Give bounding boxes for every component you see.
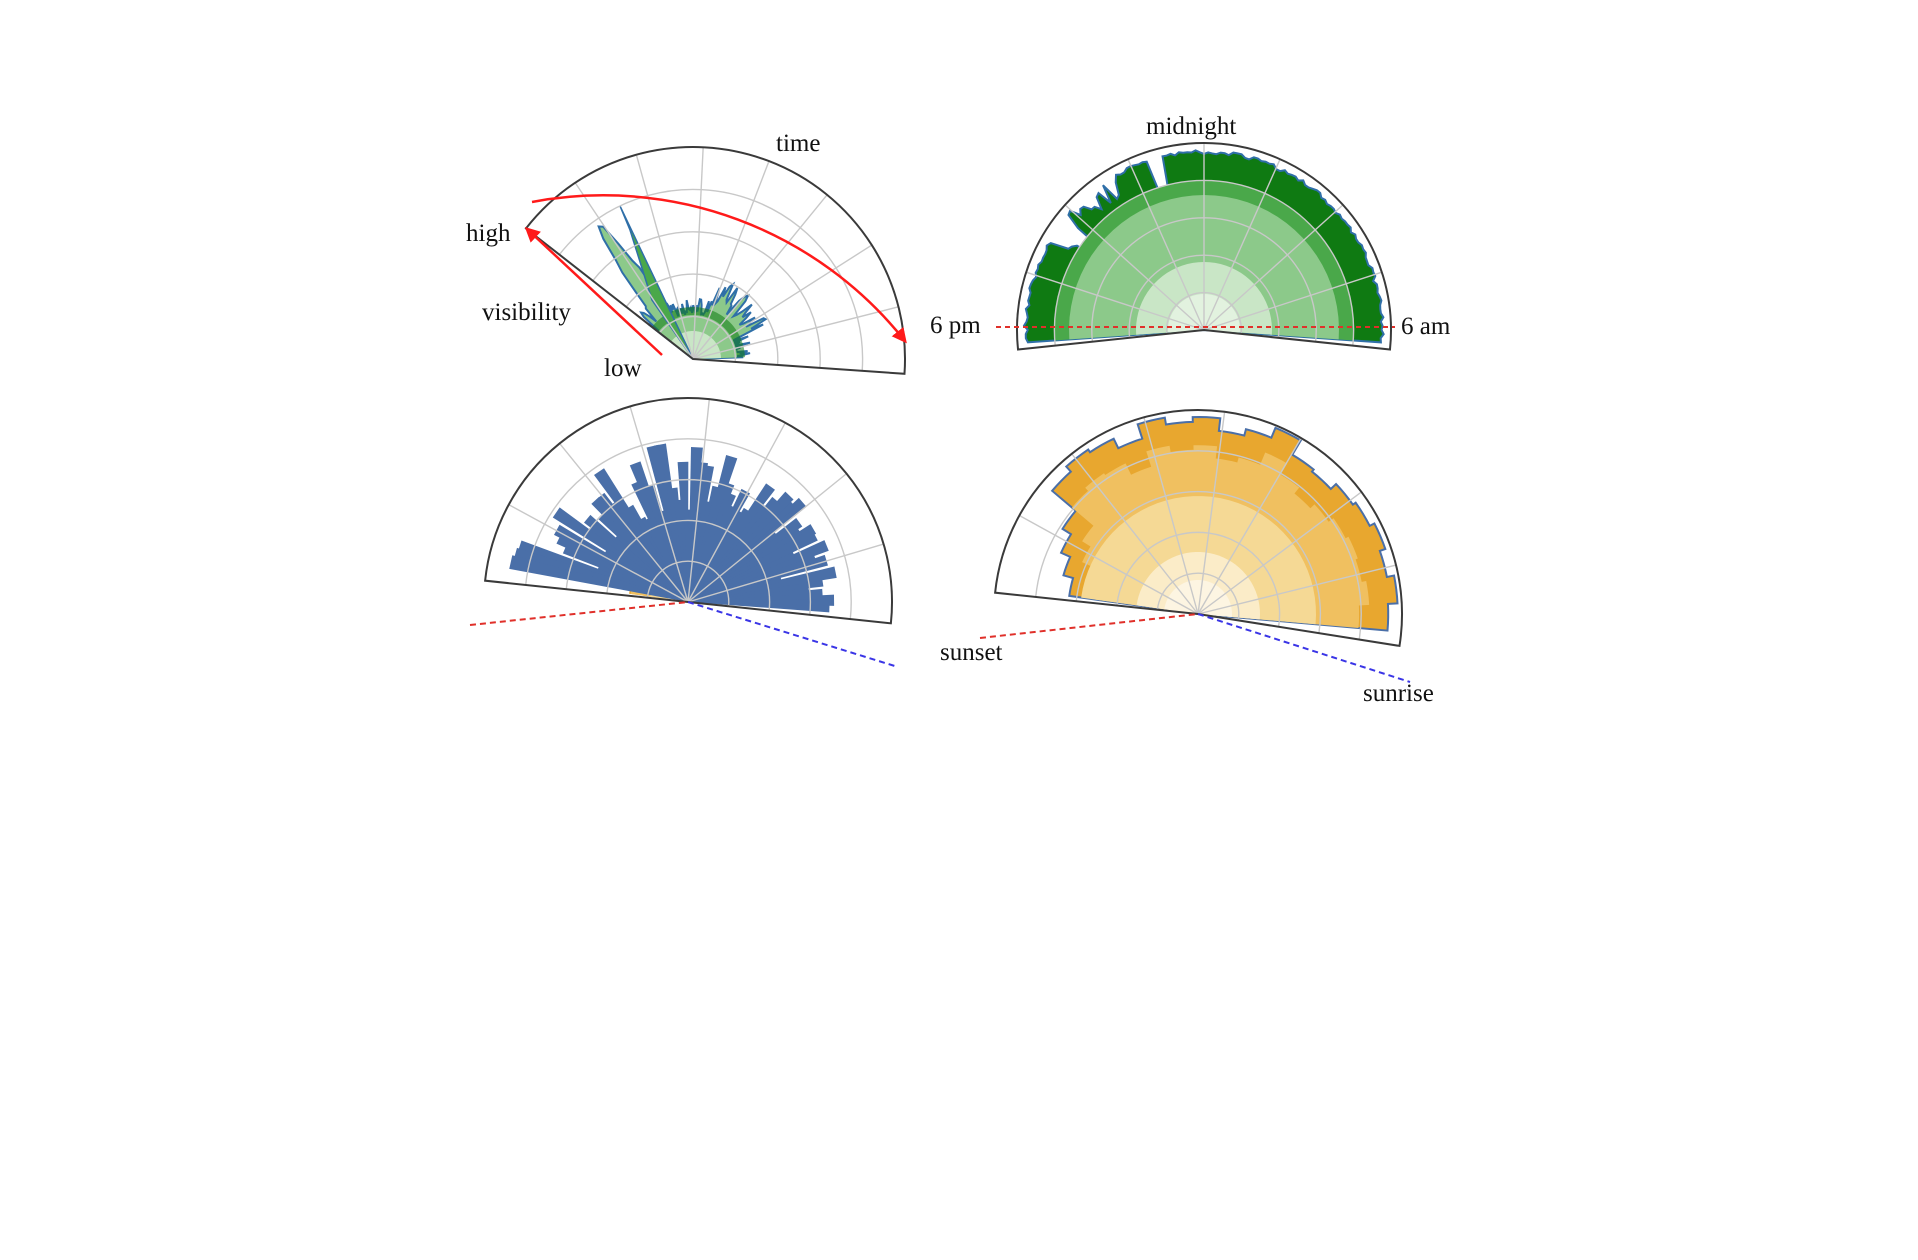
low-label: low — [604, 355, 642, 382]
sector-frame-bottom-left — [484, 397, 893, 625]
polar-grid-top-left — [525, 146, 906, 374]
grid-spoke — [1064, 204, 1205, 331]
visibility-arrow — [524, 226, 663, 356]
blue-bars — [509, 443, 837, 613]
blue-bar — [688, 492, 736, 602]
grid-spoke — [574, 182, 694, 360]
blue-bar — [597, 511, 688, 602]
blue-bar — [591, 496, 688, 602]
blue-bar — [688, 482, 735, 602]
blue-bar — [688, 462, 709, 602]
visibility-label: visibility — [482, 299, 571, 326]
blue-bar — [553, 524, 688, 602]
grid-spoke — [1025, 271, 1205, 331]
blue-bar — [513, 547, 688, 602]
grid-spoke — [692, 306, 899, 360]
blue-bar — [688, 455, 738, 602]
blue-bar — [603, 548, 688, 602]
blue-bar — [688, 509, 744, 602]
grid-spoke — [508, 504, 689, 603]
grid-spoke — [1197, 491, 1362, 615]
panel-top-right — [1016, 142, 1392, 351]
grid-spoke — [687, 399, 711, 603]
grid-spoke — [1203, 204, 1344, 331]
orange-core — [1164, 580, 1232, 617]
grid-spoke — [1203, 158, 1281, 331]
sunset-label: sunset — [940, 639, 1003, 666]
grid-spoke — [687, 473, 847, 603]
grid-spoke — [692, 194, 828, 360]
grid-spoke — [687, 422, 786, 603]
grid-spoke — [1019, 514, 1199, 615]
blue-bar — [688, 502, 768, 602]
grid-spoke — [692, 160, 770, 360]
grid-spoke — [559, 443, 689, 603]
blue-bar — [688, 485, 722, 602]
time-label: time — [776, 130, 820, 157]
six-pm-label: 6 pm — [930, 312, 981, 339]
high-label: high — [466, 220, 511, 247]
sunset-dashed-line-left — [469, 601, 689, 626]
blue-bar — [688, 500, 713, 602]
grid-spoke — [1197, 411, 1226, 615]
blue-bar — [509, 555, 688, 602]
grid-spoke — [1197, 437, 1302, 615]
blue-bar — [587, 525, 688, 602]
grid-spoke — [1143, 417, 1199, 615]
blue-bar — [517, 540, 688, 602]
sunrise-dashed-line — [1197, 613, 1411, 683]
sunset-dashed-line — [979, 613, 1199, 639]
grid-spoke — [629, 406, 689, 603]
sector-frame-top-right — [1016, 142, 1392, 351]
blue-bar — [688, 497, 807, 602]
blue-bar — [688, 507, 751, 602]
grid-spoke — [1071, 453, 1199, 615]
blue-bar — [688, 498, 796, 602]
six-am-label: 6 am — [1401, 313, 1451, 340]
sunrise-dashed-line-left — [687, 601, 899, 668]
sunrise-label: sunrise — [1363, 680, 1434, 707]
blue-bar — [688, 483, 775, 602]
sector-frame-bottom-right — [994, 409, 1403, 648]
grid-spoke — [1127, 158, 1205, 331]
blue-bar — [688, 491, 794, 602]
grid-spoke — [692, 244, 873, 360]
grid-spoke — [1203, 271, 1383, 331]
blue-bar — [562, 543, 688, 602]
blue-bar — [688, 465, 715, 602]
time-arrow — [531, 194, 907, 344]
panel-bottom-right — [994, 409, 1403, 648]
blue-bar — [583, 514, 688, 602]
blue-bar — [596, 564, 688, 602]
green-sparse-area — [597, 205, 768, 361]
grid-spoke — [692, 147, 704, 360]
midnight-label: midnight — [1146, 113, 1236, 140]
blue-bar — [613, 534, 688, 602]
sector-frame-top-left — [524, 146, 906, 375]
panel-bottom-left — [484, 397, 893, 625]
orange-full-area — [1050, 415, 1399, 632]
grid-spoke — [1197, 564, 1397, 615]
blue-bar — [688, 496, 781, 602]
panel-top-left — [524, 146, 906, 375]
grid-spoke — [687, 543, 884, 603]
grid-spoke — [635, 154, 694, 360]
